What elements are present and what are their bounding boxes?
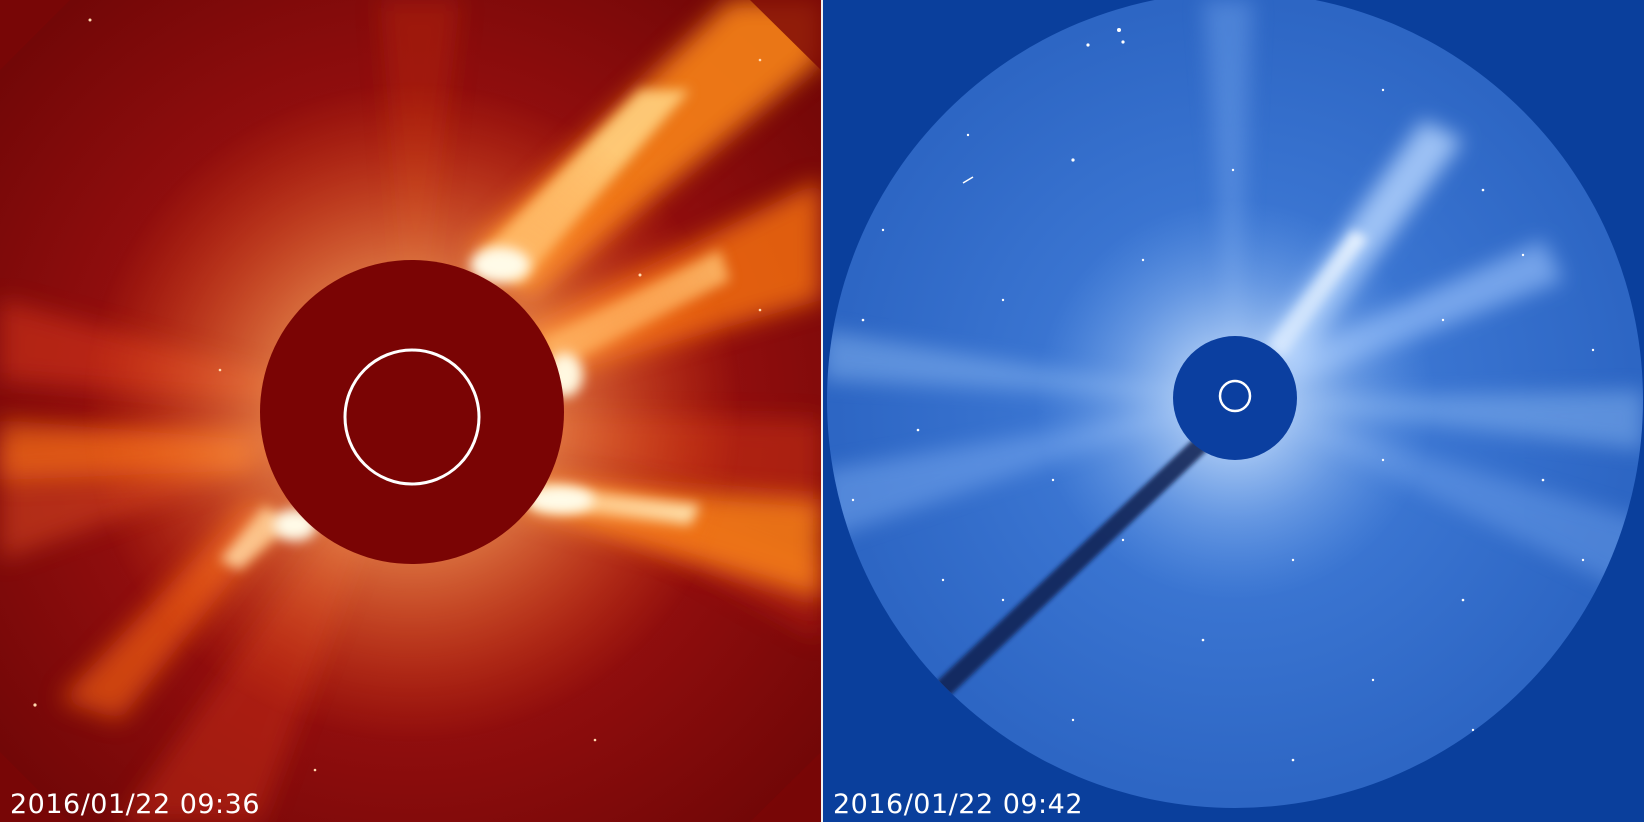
c3-star-field xyxy=(851,28,1595,762)
coronagraph-c2-panel: 2016/01/22 09:36 xyxy=(0,0,821,822)
c3-comet-streak xyxy=(962,176,974,184)
coronagraph-c2-image xyxy=(0,0,821,822)
c3-occulter-disk xyxy=(1173,336,1297,460)
c2-sun-outline xyxy=(343,348,481,486)
c3-pylon-shadow xyxy=(915,430,1218,712)
c2-star-specks xyxy=(33,18,762,772)
panel-divider xyxy=(821,0,823,822)
c2-timestamp: 2016/01/22 09:36 xyxy=(10,789,261,820)
coronagraph-c3-panel: 2016/01/22 09:42 xyxy=(823,0,1644,822)
c3-timestamp: 2016/01/22 09:42 xyxy=(833,789,1084,820)
coronagraph-c3-image xyxy=(823,0,1644,822)
c3-sun-outline xyxy=(1218,379,1252,413)
c2-occulter-disk xyxy=(260,260,564,564)
